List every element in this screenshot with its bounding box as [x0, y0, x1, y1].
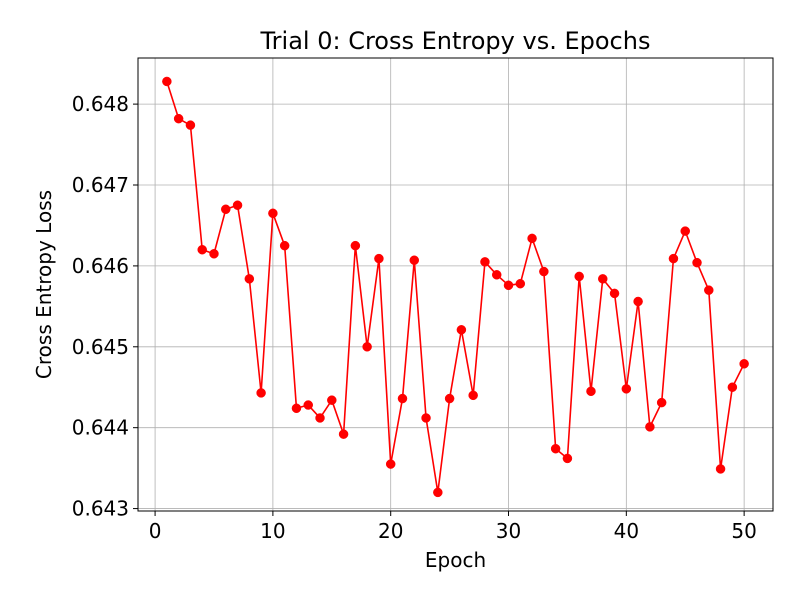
data-point: [173, 113, 184, 124]
x-axis: 0 10 20 30 40 50: [149, 511, 757, 543]
data-point: [491, 270, 502, 280]
data-point: [656, 397, 667, 408]
data-point: [668, 253, 679, 264]
data-point: [362, 342, 372, 352]
data-point: [232, 200, 243, 210]
data-point: [704, 285, 714, 295]
x-tick-label: 10: [260, 519, 285, 543]
data-point: [397, 393, 408, 404]
x-tick-label: 30: [496, 519, 521, 543]
data-point: [244, 274, 255, 284]
data-point: [692, 257, 702, 268]
chart-title: Trial 0: Cross Entropy vs. Epochs: [260, 27, 651, 55]
data-point: [385, 459, 396, 469]
data-point: [633, 296, 643, 307]
data-point: [727, 382, 738, 392]
data-point: [197, 244, 207, 255]
data-point: [715, 464, 726, 474]
y-tick-label: 0.646: [72, 254, 129, 278]
data-point: [515, 278, 526, 289]
data-point: [609, 288, 620, 299]
data-point: [680, 226, 690, 236]
data-point: [409, 255, 420, 265]
series-layer: [162, 76, 749, 498]
y-tick-label: 0.644: [72, 416, 129, 440]
data-point: [456, 325, 467, 335]
y-axis-label: Cross Entropy Loss: [32, 190, 56, 379]
data-point: [539, 266, 549, 277]
x-tick-label: 20: [378, 519, 403, 543]
y-tick-label: 0.647: [72, 173, 129, 197]
series-line: [166, 81, 745, 494]
data-point: [586, 386, 596, 397]
data-point: [162, 76, 172, 87]
data-point: [291, 403, 302, 414]
data-point: [574, 271, 584, 282]
data-point: [350, 240, 361, 251]
data-point: [503, 280, 514, 291]
data-point: [421, 413, 431, 423]
data-point: [209, 249, 219, 259]
data-point: [315, 413, 325, 423]
x-tick-label: 50: [731, 519, 756, 543]
data-point: [480, 257, 490, 267]
y-axis: 0.643 0.644 0.645 0.646 0.647 0.648: [72, 92, 138, 521]
data-point: [221, 204, 231, 215]
y-tick-label: 0.645: [72, 335, 129, 359]
x-tick-label: 40: [614, 519, 639, 543]
data-point: [279, 240, 290, 251]
data-point: [303, 400, 313, 410]
data-point: [527, 233, 537, 244]
grid: [138, 58, 773, 511]
data-point: [739, 359, 749, 369]
data-point: [433, 487, 443, 498]
data-point: [256, 388, 266, 398]
data-point: [468, 390, 478, 401]
y-tick-label: 0.648: [72, 92, 129, 116]
data-point: [598, 274, 608, 284]
y-tick-label: 0.643: [72, 497, 129, 521]
data-point: [621, 384, 632, 394]
data-point: [562, 453, 573, 464]
data-point: [327, 395, 337, 405]
data-point: [268, 208, 278, 219]
data-point: [374, 253, 384, 264]
data-point: [645, 422, 655, 432]
x-tick-label: 0: [149, 519, 162, 543]
plot-frame: [137, 57, 774, 512]
data-point: [338, 429, 349, 439]
data-point: [185, 120, 196, 130]
data-point: [550, 443, 561, 454]
x-axis-label: Epoch: [425, 548, 486, 572]
data-point: [444, 393, 455, 404]
